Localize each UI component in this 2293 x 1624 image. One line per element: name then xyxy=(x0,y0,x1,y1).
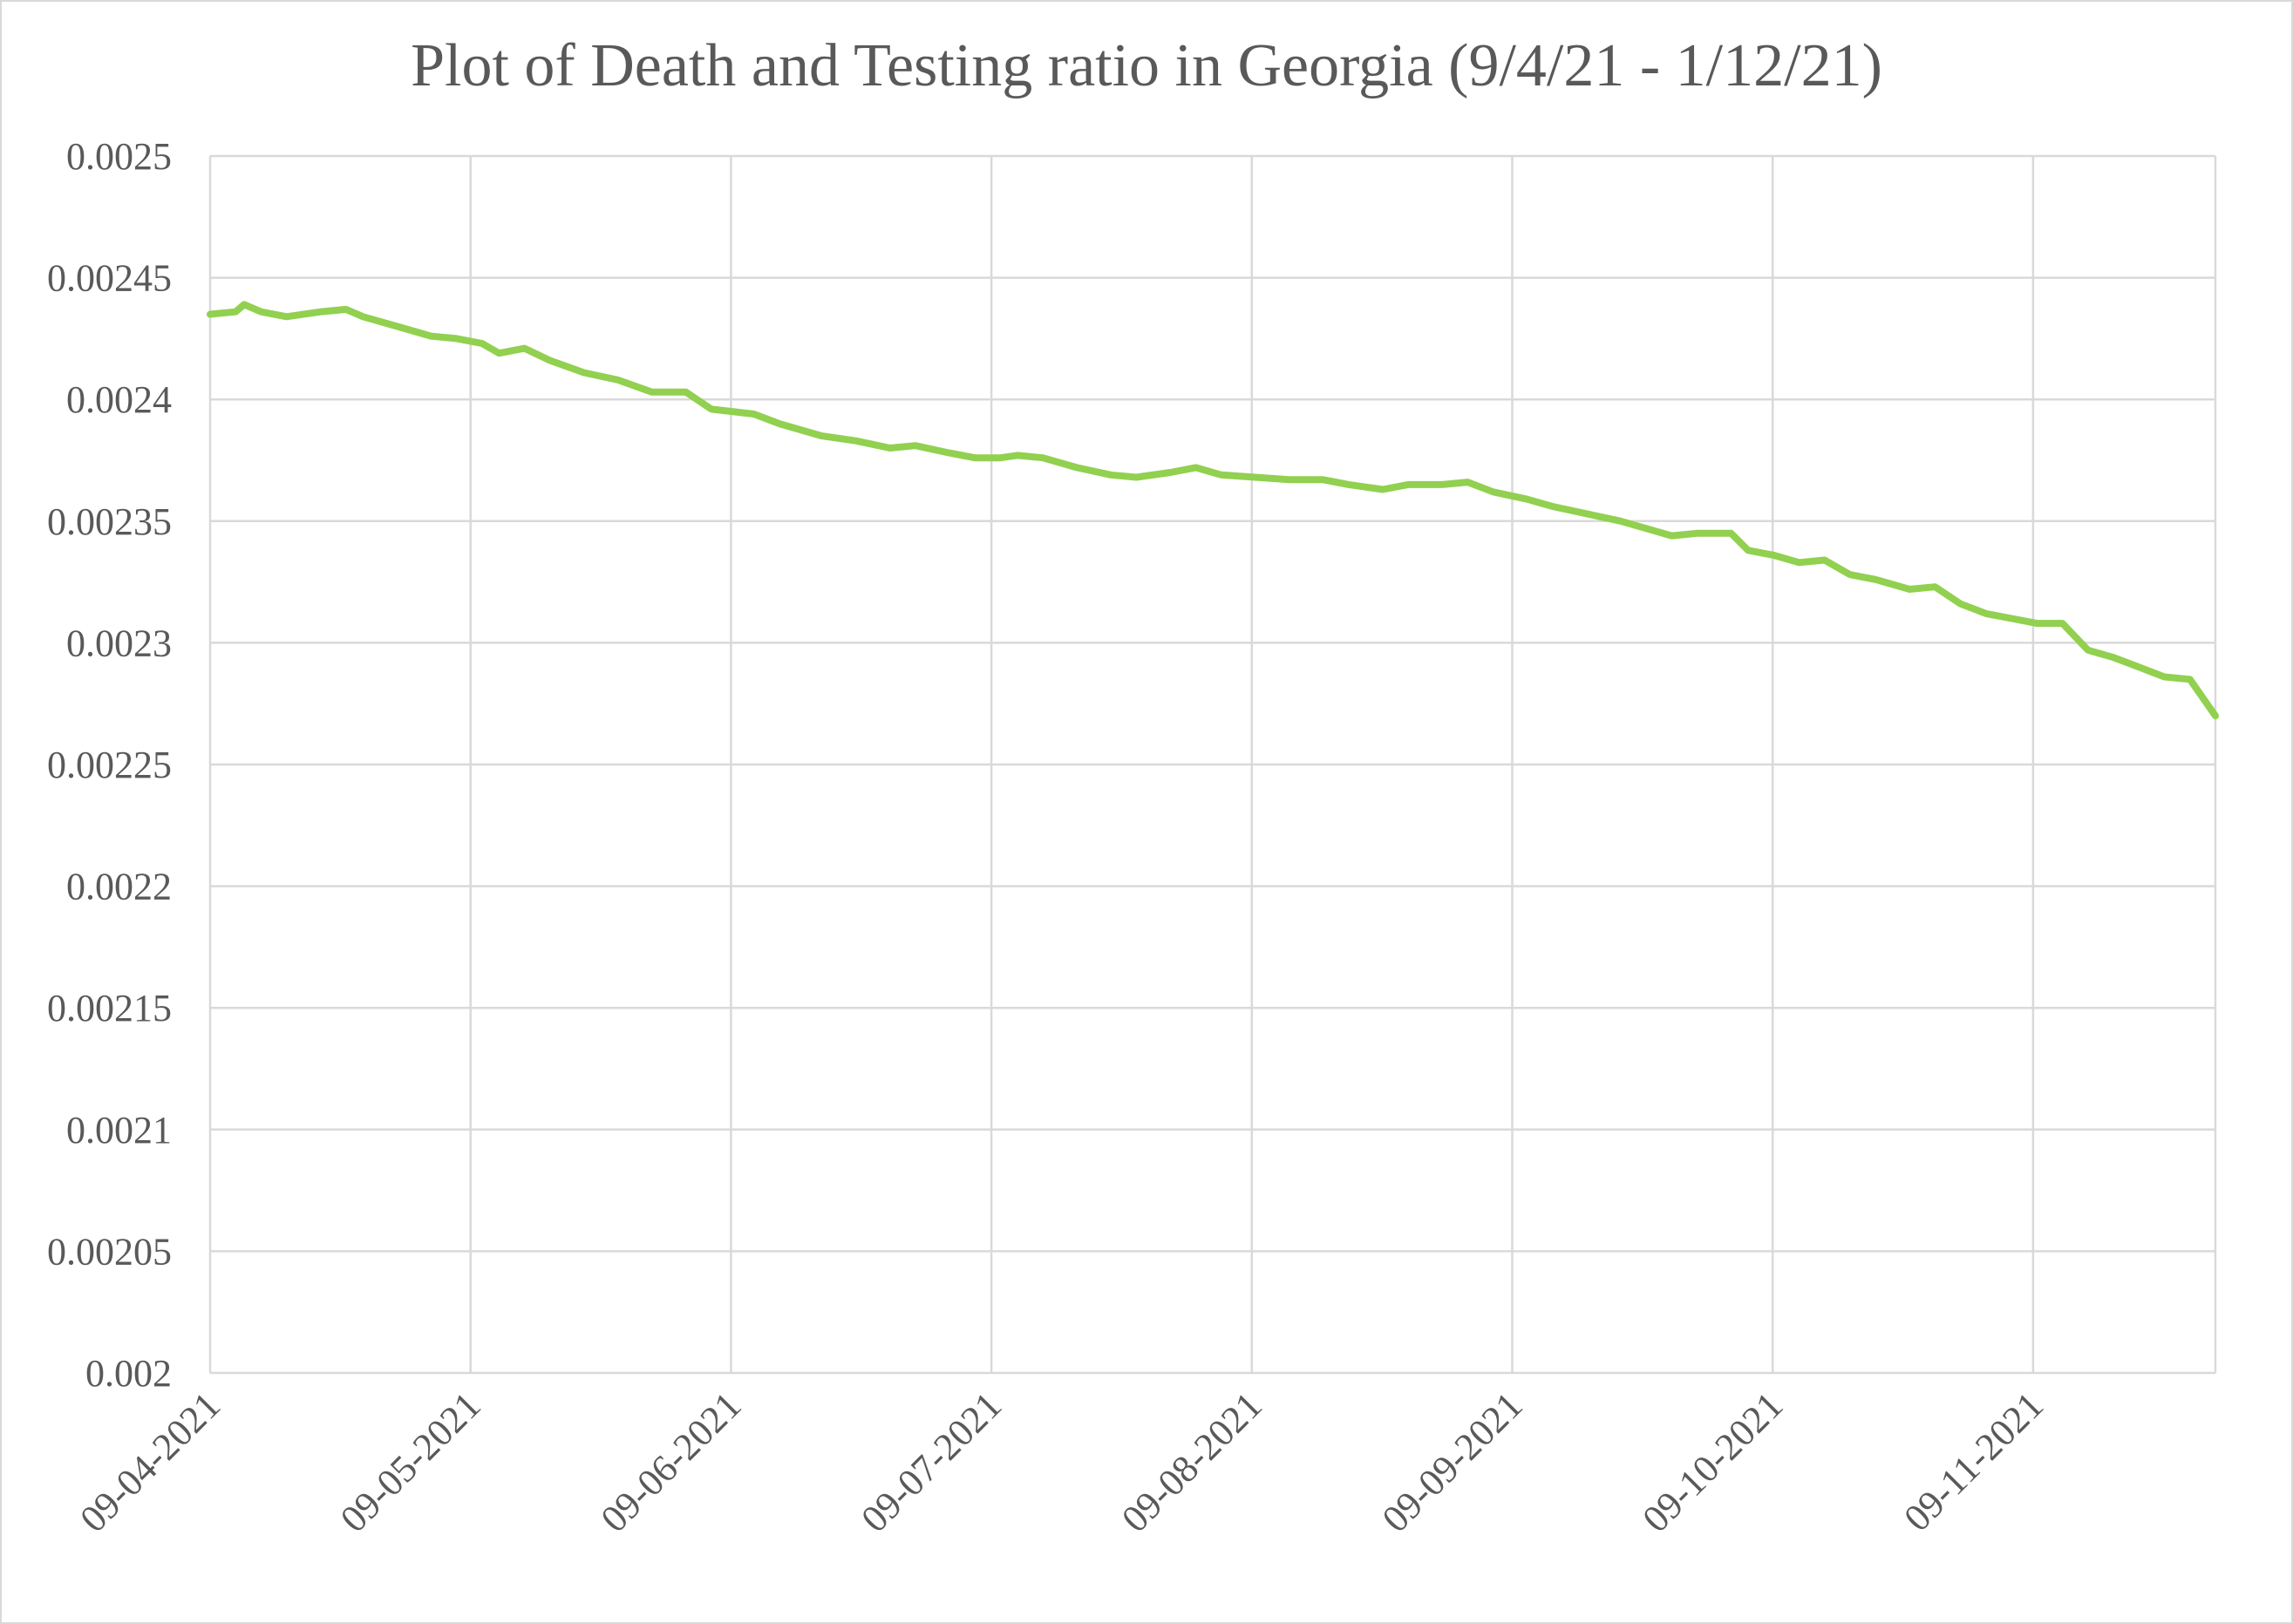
y-tick-label: 0.0022 xyxy=(66,866,172,908)
x-tick-label: 09-09-2021 xyxy=(1374,1383,1531,1540)
x-tick-label: 09-10-2021 xyxy=(1634,1383,1791,1540)
y-tick-label: 0.0024 xyxy=(66,378,172,421)
x-tick-label: 09-07-2021 xyxy=(853,1383,1010,1540)
y-tick-label: 0.00235 xyxy=(47,500,172,543)
x-tick-label: 09-04-2021 xyxy=(71,1383,228,1540)
x-tick-label: 09-06-2021 xyxy=(593,1383,750,1540)
y-axis-tick-labels: 0.002 0.00205 0.0021 0.00215 0.0022 0.00225 0.… xyxy=(47,135,172,1395)
x-axis-tick-labels: 09-04-2021 09-05-2021 09-06-2021 09-07-2021… xyxy=(71,1383,2051,1540)
grid-lines xyxy=(208,154,2217,1375)
x-tick-label: 09-08-2021 xyxy=(1113,1383,1270,1540)
chart-title: Plot of Death and Testing ratio in Georg… xyxy=(411,32,1882,99)
y-tick-label: 0.00245 xyxy=(47,257,172,300)
x-tick-label: 09-05-2021 xyxy=(332,1383,489,1540)
series-line xyxy=(207,301,2219,720)
y-tick-label: 0.0023 xyxy=(66,622,172,664)
x-tick-label: 09-11-2021 xyxy=(1895,1383,2051,1539)
y-tick-label: 0.0025 xyxy=(66,135,172,178)
y-tick-label: 0.0021 xyxy=(66,1109,172,1152)
y-tick-label: 0.00215 xyxy=(47,987,172,1029)
y-tick-label: 0.002 xyxy=(85,1352,172,1395)
y-tick-label: 0.00225 xyxy=(47,744,172,786)
series-layer xyxy=(207,301,2219,720)
y-tick-label: 0.00205 xyxy=(47,1230,172,1273)
